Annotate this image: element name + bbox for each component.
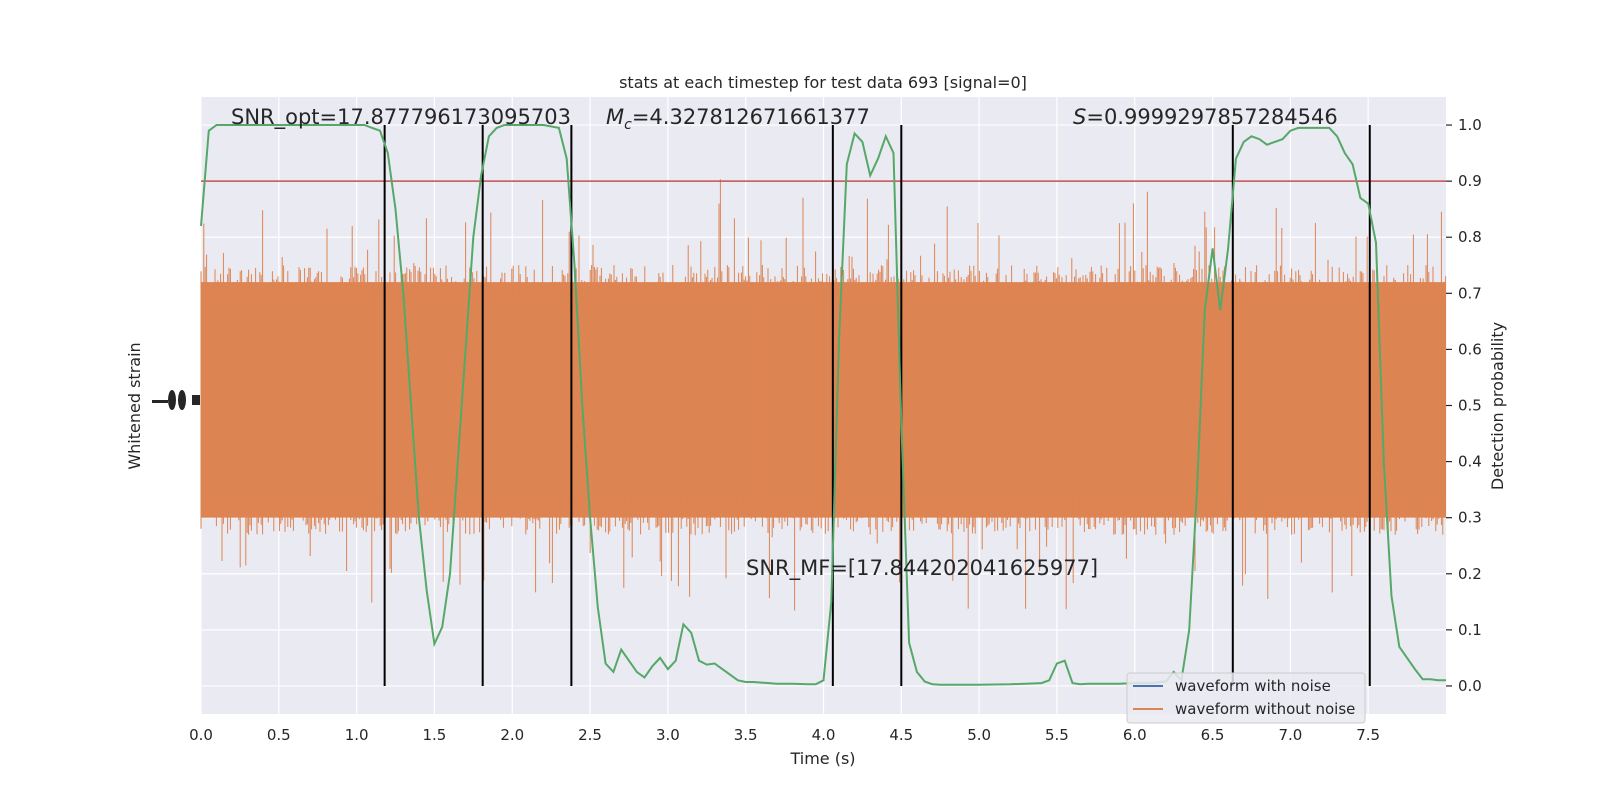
y-tick-label-7: 0.7 [1458,284,1482,302]
x-tick-label-13: 6.5 [1201,726,1225,744]
legend-label-without-noise: waveform without noise [1175,700,1355,718]
x-tick-label-10: 5.0 [967,726,991,744]
y-tick-label-5: 0.5 [1458,397,1482,415]
x-tick-label-2: 1.0 [345,726,369,744]
x-axis-label: Time (s) [789,749,855,768]
y-ticks-right: 0.0 0.1 0.2 0.3 0.4 0.5 0.6 0.7 0.8 0.9 1.0 [1446,116,1482,695]
detection-probability-line [200,124,1446,686]
annotation-chirp-mass: Mc=4.327812671661377 [606,105,870,133]
y-tick-label-1: 0.1 [1458,621,1482,639]
x-tick-label-7: 3.5 [734,726,758,744]
x-tick-label-14: 7.0 [1278,726,1302,744]
strain-signal [200,179,1447,611]
x-tick-label-11: 5.5 [1045,726,1069,744]
x-tick-label-12: 6.0 [1123,726,1147,744]
y-axis-label-left: Whitened strain [125,342,144,469]
chart-title: stats at each timestep for test data 693… [619,73,1027,92]
annotation-snr-mf: SNR_MF=[17.844202041625977] [746,556,1098,581]
x-tick-label-6: 3.0 [656,726,680,744]
y-axis-label-right: Detection probability [1488,322,1507,490]
legend-box [1126,672,1366,724]
x-tick-label-1: 0.5 [267,726,291,744]
x-tick-label-8: 4.0 [812,726,836,744]
chirp-mass-value: =4.327812671661377 [632,105,870,129]
left-axis-tick-marks [152,390,200,410]
annotation-s-value: S=0.9999297857284546 [1073,105,1338,129]
y-tick-label-0: 0.0 [1458,677,1482,695]
y-tick-label-8: 0.8 [1458,228,1482,246]
y-tick-label-10: 1.0 [1458,116,1482,134]
y-tick-label-9: 0.9 [1458,172,1482,190]
y-tick-label-4: 0.4 [1458,453,1482,471]
y-tick-label-2: 0.2 [1458,565,1482,583]
y-tick-label-3: 0.3 [1458,509,1482,527]
legend: waveform with noise waveform without noi… [1126,672,1366,724]
s-value: =0.9999297857284546 [1086,105,1337,129]
s-symbol: S [1073,105,1086,129]
annotation-snr-opt: SNR_opt=17.877796173095703 [231,105,571,130]
x-tick-label-0: 0.0 [189,726,213,744]
x-tick-label-5: 2.5 [578,726,602,744]
x-tick-label-4: 2.0 [500,726,524,744]
legend-label-with-noise: waveform with noise [1175,677,1331,695]
chirp-mass-subscript: c [624,117,632,133]
strain-spikes [200,179,1447,611]
x-tick-label-3: 1.5 [423,726,447,744]
x-ticks: 0.0 0.5 1.0 1.5 2.0 2.5 3.0 3.5 4.0 4.5 5.0 5.5 6.0 6… [189,726,1380,744]
chirp-mass-symbol: M [606,105,624,129]
y-tick-label-6: 0.6 [1458,340,1482,358]
x-tick-label-9: 4.5 [889,726,913,744]
x-tick-label-15: 7.5 [1356,726,1380,744]
